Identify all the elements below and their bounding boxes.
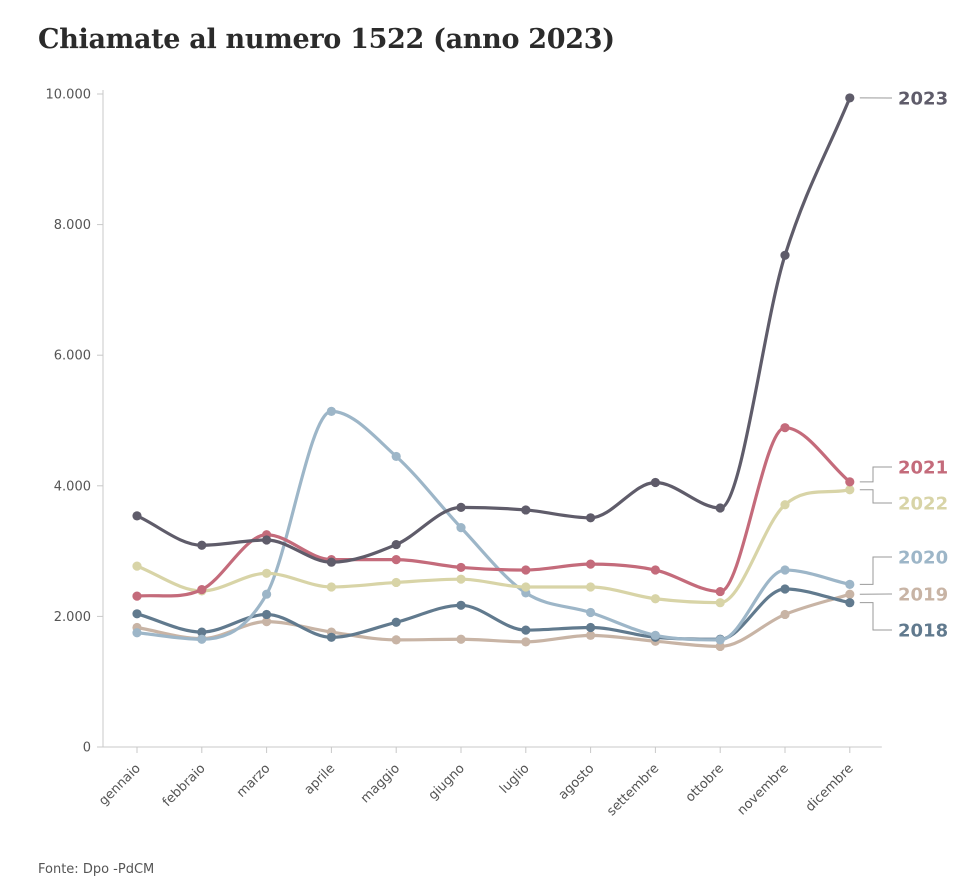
data-point-2018 (197, 627, 207, 637)
data-point-2020 (845, 579, 855, 590)
data-point-2020 (197, 634, 207, 644)
data-point-2023 (391, 539, 401, 550)
series-label-2019: 2019 (898, 585, 948, 606)
x-tick-label: giugno (426, 761, 468, 803)
data-point-2023 (650, 477, 661, 488)
data-point-2018 (132, 609, 142, 619)
data-point-2022 (521, 582, 531, 592)
y-tick-label: 2.000 (54, 610, 91, 625)
data-point-2018 (326, 632, 336, 642)
data-point-2019 (586, 630, 596, 640)
data-point-2023 (715, 503, 725, 513)
data-point-2021 (521, 565, 531, 575)
data-point-2023 (456, 502, 466, 512)
data-point-2022 (715, 598, 725, 608)
data-point-2021 (456, 562, 466, 573)
data-point-2023 (197, 540, 207, 550)
data-point-2021 (586, 559, 596, 569)
data-point-2022 (262, 568, 272, 578)
data-point-2023 (326, 557, 336, 567)
data-point-2019 (521, 637, 531, 647)
data-point-2022 (456, 574, 466, 584)
data-point-2018 (845, 598, 855, 608)
data-point-2020 (715, 635, 725, 645)
y-tick-label: 6.000 (54, 349, 91, 364)
data-point-2021 (780, 423, 790, 433)
leader-line-2018 (859, 602, 892, 631)
data-point-2023 (780, 250, 790, 260)
data-point-2018 (521, 625, 531, 635)
leader-line-2020 (859, 556, 892, 585)
data-point-2019 (780, 609, 790, 620)
data-point-2018 (262, 609, 272, 620)
x-tick-label: gennaio (96, 761, 144, 809)
data-point-2023 (845, 93, 855, 103)
leader-line-2022 (859, 489, 892, 504)
data-point-2019 (391, 635, 401, 645)
data-point-2023 (521, 505, 531, 515)
data-point-2020 (586, 607, 596, 618)
series-line-2018 (135, 587, 852, 641)
data-point-2020 (391, 451, 401, 462)
x-tick-label: marzo (234, 761, 273, 800)
series-line-2020 (135, 409, 852, 642)
x-tick-label: settembre (604, 761, 662, 819)
data-point-2022 (650, 594, 661, 604)
data-point-2021 (132, 591, 142, 601)
y-tick-label: 8.000 (54, 218, 91, 233)
chart-title: Chiamate al numero 1522 (anno 2023) (38, 24, 615, 55)
data-point-2022 (326, 582, 336, 592)
data-point-2020 (132, 628, 142, 638)
y-tick-label: 4.000 (54, 479, 91, 494)
data-point-2021 (197, 585, 207, 595)
data-point-2021 (391, 554, 401, 565)
series-label-2022: 2022 (898, 494, 948, 515)
x-tick-label: dicembre (803, 761, 857, 815)
x-tick-label: febbraio (160, 761, 209, 810)
data-point-2020 (780, 565, 790, 575)
series-label-2018: 2018 (898, 621, 948, 642)
data-point-2023 (132, 511, 142, 521)
data-point-2018 (586, 622, 596, 633)
data-point-2018 (456, 600, 466, 610)
x-tick-label: novembre (735, 761, 792, 818)
y-tick-label: 0 (83, 741, 91, 756)
data-point-2020 (326, 406, 336, 416)
data-point-2020 (456, 522, 466, 533)
x-tick-label: ottobre (683, 761, 727, 805)
series-label-2023: 2023 (898, 89, 948, 110)
data-point-2021 (845, 477, 855, 487)
data-point-2018 (780, 584, 790, 594)
data-point-2022 (132, 561, 142, 571)
x-tick-label: luglio (497, 761, 533, 797)
data-point-2022 (845, 485, 855, 495)
data-point-2019 (456, 634, 466, 644)
source-note: Fonte: Dpo -PdCM (38, 862, 155, 877)
data-point-2019 (262, 617, 272, 627)
y-tick-label: 10.000 (46, 88, 92, 103)
data-point-2023 (586, 513, 596, 523)
leader-line-2021 (859, 466, 892, 483)
series-line-2023 (135, 96, 852, 564)
data-point-2018 (391, 617, 401, 627)
series-label-2020: 2020 (898, 548, 948, 569)
data-point-2019 (845, 589, 855, 599)
data-point-2021 (715, 586, 725, 597)
data-point-2020 (262, 589, 272, 599)
x-tick-label: maggio (358, 761, 403, 806)
data-point-2021 (650, 565, 661, 575)
data-point-2022 (391, 577, 401, 588)
data-point-2022 (586, 582, 596, 592)
series-label-2021: 2021 (898, 458, 948, 479)
data-point-2023 (262, 535, 272, 545)
data-point-2020 (650, 630, 661, 640)
data-point-2022 (780, 500, 790, 510)
data-point-2019 (715, 641, 725, 652)
x-tick-label: aprile (302, 761, 339, 798)
x-tick-label: agosto (556, 761, 598, 803)
series-line-2019 (135, 592, 852, 649)
